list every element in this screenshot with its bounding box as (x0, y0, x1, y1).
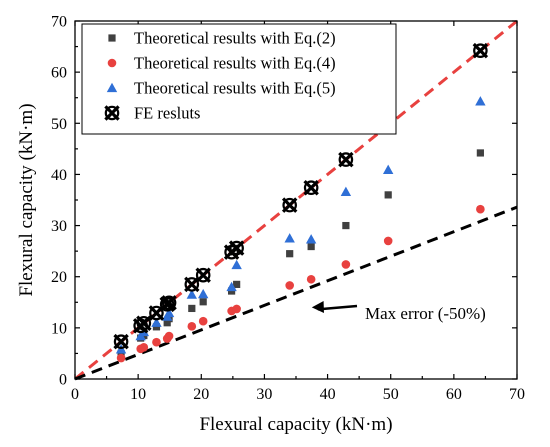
data-point-triangle-6 (163, 307, 175, 318)
data-point-triangle-13 (340, 186, 352, 196)
data-point-square-5 (163, 319, 171, 327)
x-tick-label: 40 (320, 386, 336, 403)
legend-marker-circle (107, 58, 117, 68)
data-point-xcircle-15 (472, 42, 489, 59)
y-tick-label: 60 (51, 65, 67, 82)
data-point-triangle-10 (231, 259, 242, 270)
data-point-xcircle-3 (136, 315, 152, 331)
data-point-triangle-11 (284, 233, 295, 243)
annotation-arrow-head (311, 301, 324, 314)
data-point-square-8 (199, 298, 207, 306)
y-tick-label: 70 (51, 14, 67, 31)
data-point-xcircle-10 (228, 240, 245, 256)
x-tick-label: 70 (509, 386, 525, 403)
x-tick-label: 0 (71, 386, 79, 403)
data-point-triangle-12 (305, 234, 317, 244)
annotation-arrow-line (317, 304, 358, 311)
reference-line-2 (74, 205, 518, 381)
legend-box (81, 23, 397, 135)
y-tick-label: 40 (51, 167, 67, 184)
data-point-circle-8 (198, 316, 208, 326)
x-tick-label: 30 (256, 386, 272, 403)
data-point-xcircle-1 (113, 333, 129, 350)
data-point-square-10 (233, 280, 241, 288)
data-point-xcircle-12 (303, 179, 319, 196)
data-point-circle-13 (341, 260, 351, 269)
data-point-triangle-8 (197, 288, 209, 299)
data-point-circle-6 (164, 331, 174, 341)
data-point-triangle-15 (475, 96, 486, 106)
data-point-circle-1 (116, 353, 126, 363)
data-point-triangle-9 (226, 281, 237, 292)
data-point-circle-12 (306, 274, 316, 284)
data-point-square-14 (384, 191, 392, 199)
x-axis-title: Flexural capacity (kN·m) (199, 414, 392, 435)
y-tick-label: 10 (51, 320, 67, 337)
legend-marker-square (108, 34, 116, 42)
data-point-xcircle-13 (338, 151, 354, 168)
legend-label: FE resluts (134, 104, 200, 123)
legend-marker-xcircle (104, 105, 120, 121)
x-tick-label: 20 (193, 386, 209, 403)
x-tick-label: 10 (130, 386, 146, 403)
data-point-circle-10 (232, 304, 241, 314)
legend-label: Theoretical results with Eq.(5) (134, 79, 336, 98)
x-tick-label: 60 (446, 386, 462, 403)
legend-label: Theoretical results with Eq.(2) (134, 29, 336, 48)
data-point-circle-3 (139, 342, 149, 352)
y-tick-label: 0 (59, 372, 67, 389)
data-point-square-12 (307, 242, 315, 251)
data-point-xcircle-11 (281, 197, 298, 213)
y-tick-label: 30 (51, 218, 67, 235)
data-point-triangle-7 (186, 289, 198, 299)
data-point-circle-11 (285, 281, 294, 290)
legend-marker-triangle (106, 82, 118, 93)
data-point-circle-15 (476, 204, 485, 214)
data-point-square-13 (342, 221, 350, 230)
y-tick-label: 20 (51, 269, 67, 286)
data-point-square-7 (188, 304, 196, 313)
x-tick-label: 50 (383, 386, 399, 403)
data-point-triangle-14 (382, 164, 394, 174)
y-axis-title: Flexural capacity (kN·m) (16, 103, 37, 296)
legend-label: Theoretical results with Eq.(4) (134, 54, 336, 73)
data-point-triangle-4 (151, 317, 162, 327)
data-point-xcircle-6 (161, 295, 177, 311)
annotation-text: Max error (-50%) (365, 304, 486, 323)
data-point-circle-4 (152, 337, 161, 347)
data-point-xcircle-8 (195, 267, 211, 283)
y-tick-label: 50 (51, 116, 67, 133)
data-point-circle-7 (187, 322, 197, 331)
data-point-square-11 (286, 250, 294, 258)
data-point-circle-14 (383, 236, 393, 246)
data-point-square-15 (476, 149, 484, 157)
